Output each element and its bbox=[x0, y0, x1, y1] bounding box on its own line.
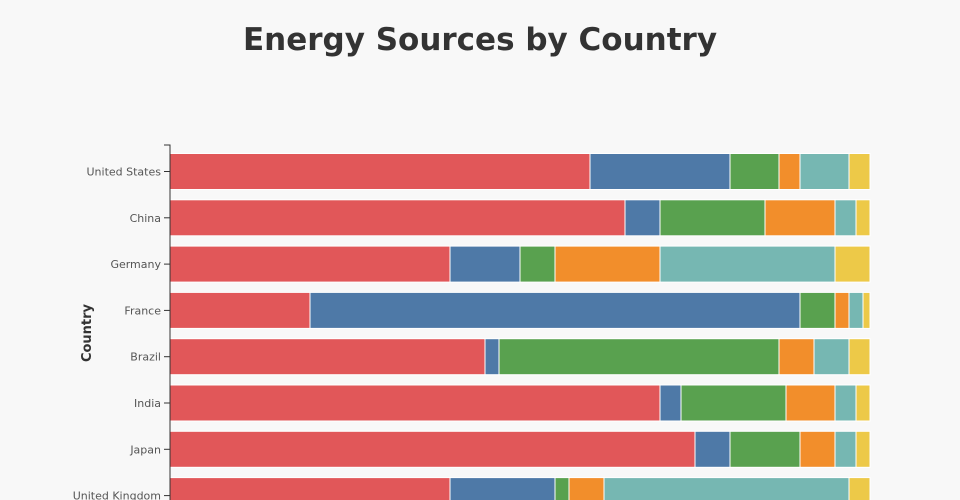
y-axis-line bbox=[164, 144, 171, 500]
bar-segment-china-2 bbox=[624, 199, 661, 237]
bar-segment-united-states-3 bbox=[729, 153, 780, 190]
bar-segment-united-kingdom-6 bbox=[848, 477, 871, 500]
bar-segment-japan-1 bbox=[169, 430, 696, 468]
y-tick-label-united-states: United States bbox=[87, 166, 162, 179]
bar-segment-france-1 bbox=[169, 291, 311, 329]
bar-segment-france-3 bbox=[799, 291, 836, 329]
bar-segment-united-kingdom-1 bbox=[169, 477, 451, 500]
bar-segment-germany-2 bbox=[449, 245, 521, 283]
y-axis: United States China Germany France Brazil Ind… bbox=[73, 144, 171, 500]
bar-segment-united-states-1 bbox=[169, 153, 591, 190]
y-tick-label-china: China bbox=[130, 212, 161, 225]
bar-segment-brazil-6 bbox=[848, 338, 871, 376]
bar-segment-united-kingdom-2 bbox=[449, 477, 556, 500]
bar-segment-japan-2 bbox=[694, 430, 731, 468]
bar-segment-united-states-4 bbox=[778, 153, 801, 190]
bar-segment-germany-4 bbox=[554, 245, 661, 283]
bar-segment-china-5 bbox=[834, 199, 857, 237]
bar-segment-france-5 bbox=[848, 291, 864, 329]
bar-segment-india-1 bbox=[169, 384, 661, 422]
bar-segment-brazil-4 bbox=[778, 338, 815, 376]
bar-segment-germany-1 bbox=[169, 245, 451, 283]
bar-segment-united-kingdom-4 bbox=[568, 477, 605, 500]
bar-segment-india-2 bbox=[659, 384, 682, 422]
bar-segment-germany-5 bbox=[659, 245, 836, 283]
bar-segment-india-4 bbox=[785, 384, 836, 422]
bar-segment-india-5 bbox=[834, 384, 857, 422]
bar-segment-united-states-6 bbox=[848, 153, 871, 190]
bar-segment-united-kingdom-3 bbox=[554, 477, 570, 500]
bar-segment-france-4 bbox=[834, 291, 850, 329]
bar-segment-united-states-2 bbox=[589, 153, 731, 190]
bar-segment-brazil-3 bbox=[498, 338, 780, 376]
bars-layer bbox=[169, 153, 871, 500]
bar-segment-china-3 bbox=[659, 199, 766, 237]
bar-segment-india-3 bbox=[680, 384, 787, 422]
bar-segment-india-6 bbox=[855, 384, 871, 422]
y-tick-label-germany: Germany bbox=[110, 258, 161, 271]
bar-segment-germany-3 bbox=[519, 245, 556, 283]
bar-segment-france-2 bbox=[309, 291, 801, 329]
y-tick-label-japan: Japan bbox=[129, 443, 161, 456]
bar-segment-united-kingdom-5 bbox=[603, 477, 850, 500]
bar-segment-japan-5 bbox=[834, 430, 857, 468]
bar-segment-united-states-5 bbox=[799, 153, 850, 190]
bar-segment-japan-6 bbox=[855, 430, 871, 468]
bar-segment-japan-4 bbox=[799, 430, 836, 468]
bar-segment-brazil-1 bbox=[169, 338, 486, 376]
bar-segment-germany-6 bbox=[834, 245, 871, 283]
y-tick-label-brazil: Brazil bbox=[130, 351, 161, 364]
y-tick-label-france: France bbox=[124, 304, 161, 317]
bar-segment-france-6 bbox=[862, 291, 871, 329]
bar-segment-brazil-5 bbox=[813, 338, 850, 376]
bar-segment-china-1 bbox=[169, 199, 626, 237]
chart-title: Energy Sources by Country bbox=[242, 22, 718, 58]
bar-segment-china-6 bbox=[855, 199, 871, 237]
bar-segment-brazil-2 bbox=[484, 338, 500, 376]
y-tick-label-united-kingdom: United Kingdom bbox=[73, 490, 161, 500]
bar-segment-china-4 bbox=[764, 199, 836, 237]
y-axis-title: Country bbox=[80, 303, 95, 362]
bar-segment-japan-3 bbox=[729, 430, 801, 468]
y-tick-label-india: India bbox=[134, 397, 161, 410]
